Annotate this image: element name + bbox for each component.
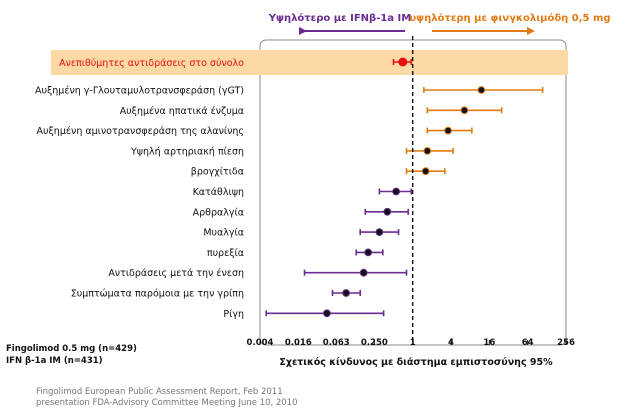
row-label: Αυξημένη αμινοτρανσφεράση της αλανίνης — [37, 126, 244, 137]
forest-rows: Αυξημένη γ-Γλουταμυλοτρανσφεράση (γGT) Αυ… — [35, 57, 544, 320]
row-label: Αντιδράσεις μετά την ένεση — [108, 268, 244, 279]
row-label: Υψηλή αρτηριακή πίεση — [130, 146, 244, 157]
row-label: Συμπτώματα παρόμοια με την γρίπη — [71, 289, 244, 300]
point-estimate — [364, 248, 373, 257]
x-tick-label: 1 — [410, 338, 416, 348]
highlight-band — [51, 50, 568, 75]
source-line-2: presentation FDA-Advisory Committee Meet… — [36, 398, 298, 408]
point-estimate — [423, 147, 432, 155]
row-label: Αρθραλγία — [193, 207, 244, 218]
row-label: Αυξημένα ηπατικά ένζυμα — [120, 106, 244, 117]
highlight-label: Ανεπιθύμητες αντιδράσεις στο σύνολο — [59, 58, 244, 69]
x-tick-label: 0.250 — [361, 338, 388, 348]
x-tick-label: 64 — [522, 338, 534, 348]
direction-left-label: Υψηλότερο με IFNβ-1a IM — [268, 12, 412, 24]
x-axis: 0.004 0.016 0.063 0.250 1 4 16 64 256 — [247, 36, 575, 348]
legend-ifn: IFN β-1a IM (n=431) — [6, 356, 103, 366]
x-tick-label: 0.004 — [247, 338, 274, 348]
point-estimate — [375, 228, 384, 237]
row-label: Ρίγη — [223, 309, 244, 320]
point-estimate — [383, 207, 392, 216]
row-label: πυρεξία — [207, 248, 244, 259]
x-axis-label: Σχετικός κίνδυνος με διάστημα εμπιστοσύν… — [279, 357, 553, 368]
x-tick-label: 256 — [557, 338, 575, 348]
point-estimate — [359, 268, 368, 277]
source-line-1: Fingolimod European Public Assessment Re… — [36, 387, 283, 397]
x-tick-label: 0.063 — [323, 338, 350, 348]
row-label: Κατάθλιψη — [193, 187, 244, 198]
point-estimate — [477, 86, 486, 94]
x-tick-label: 0.016 — [285, 338, 312, 348]
point-estimate — [342, 289, 350, 297]
x-tick-label: 4 — [448, 338, 454, 348]
row-label: Μυαλγία — [203, 228, 244, 239]
point-estimate — [421, 167, 430, 176]
point-estimate — [460, 106, 469, 115]
point-estimate — [398, 57, 408, 67]
direction-right-label: υψηλότερη με φινγκολιμόδη 0,5 mg — [409, 12, 610, 24]
x-tick-label: 16 — [483, 338, 495, 348]
row-label: βρογχίτιδα — [191, 167, 244, 178]
point-estimate — [444, 126, 452, 135]
legend-fingolimod: Fingolimod 0.5 mg (n=429) — [6, 344, 137, 354]
point-estimate — [392, 187, 401, 196]
row-label: Αυξημένη γ-Γλουταμυλοτρανσφεράση (γGT) — [35, 86, 244, 97]
point-estimate — [323, 309, 331, 318]
